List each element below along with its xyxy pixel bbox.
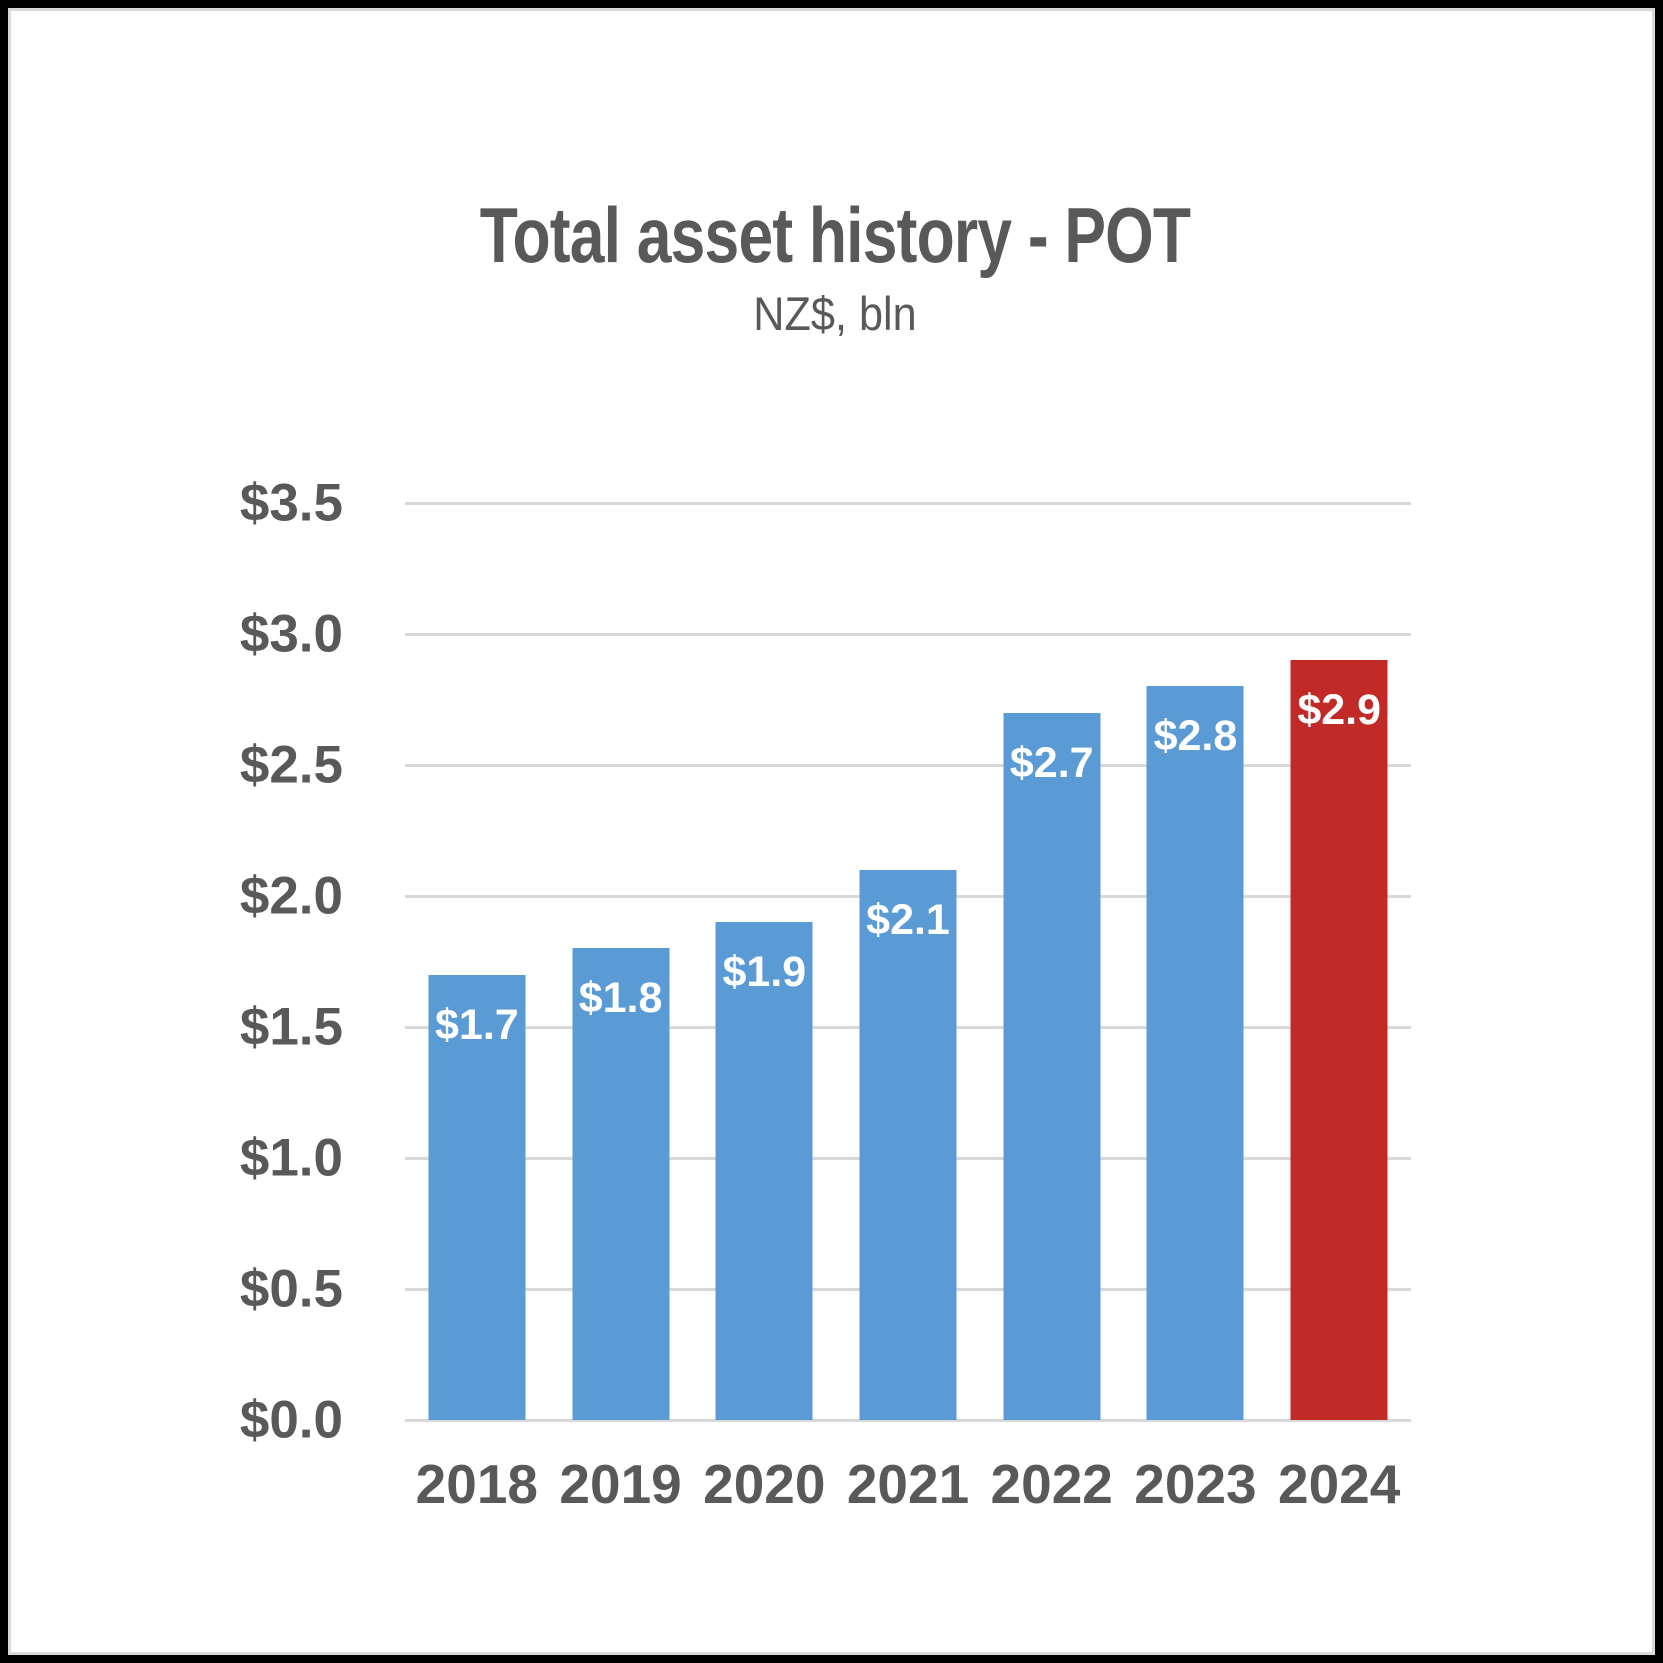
x-axis-label-2024: 2024 bbox=[1277, 1453, 1401, 1515]
bar-slot-2022: $2.7 bbox=[980, 503, 1124, 1420]
x-axis-label-2018: 2018 bbox=[415, 1453, 539, 1515]
bar-slot-2020: $1.9 bbox=[692, 503, 836, 1420]
x-axis-label-2020: 2020 bbox=[703, 1453, 826, 1515]
bar-series: $1.7 $1.8 $1.9 $2.1 $2.7 $2.8 $2.9 bbox=[405, 503, 1411, 1420]
gridline-$3.0 bbox=[405, 632, 1411, 636]
bar-slot-2023: $2.8 bbox=[1124, 503, 1268, 1420]
bar-value-label-2024: $2.9 bbox=[1297, 686, 1382, 735]
bar-value-label-2021: $2.1 bbox=[866, 895, 950, 944]
bar-value-label-2022: $2.7 bbox=[1009, 738, 1094, 787]
x-axis-label-2022: 2022 bbox=[990, 1453, 1113, 1515]
y-axis-tick-label: $1.0 bbox=[239, 1128, 343, 1188]
x-axis-label-2019: 2019 bbox=[559, 1453, 682, 1515]
y-axis-tick-label: $0.5 bbox=[239, 1259, 343, 1319]
bar-slot-2018: $1.7 bbox=[405, 503, 549, 1420]
bar-value-label-2019: $1.8 bbox=[578, 974, 663, 1023]
bar-2018: $1.7 bbox=[428, 974, 526, 1420]
bar-2024: $2.9 bbox=[1290, 660, 1388, 1420]
y-axis-tick-label: $2.0 bbox=[239, 866, 343, 926]
gridline-$2.5 bbox=[405, 763, 1411, 767]
y-axis-tick-label: $0.0 bbox=[239, 1390, 343, 1450]
y-axis-tick-label: $3.5 bbox=[239, 473, 343, 533]
bar-2020: $1.9 bbox=[715, 922, 813, 1420]
x-axis-label-2021: 2021 bbox=[846, 1453, 970, 1515]
bar-slot-2019: $1.8 bbox=[549, 503, 693, 1420]
bar-2023: $2.8 bbox=[1146, 686, 1244, 1420]
y-axis-tick-label: $2.5 bbox=[239, 735, 343, 795]
chart-subtitle: NZ$, bln bbox=[753, 287, 917, 340]
y-axis-tick-label: $1.5 bbox=[239, 997, 343, 1057]
plot-area: $1.7 $1.8 $1.9 $2.1 $2.7 $2.8 $2.9 bbox=[405, 502, 1411, 1422]
x-axis-label-2023: 2023 bbox=[1134, 1453, 1257, 1515]
bar-slot-2021: $2.1 bbox=[836, 503, 980, 1420]
chart-title: Total asset history - POT bbox=[479, 191, 1191, 279]
y-axis-tick-label: $3.0 bbox=[239, 604, 343, 664]
bar-value-label-2018: $1.7 bbox=[435, 1000, 519, 1049]
bar-2022: $2.7 bbox=[1003, 712, 1101, 1420]
y-axis: $3.5 $3.0 $2.5 $2.0 $1.5 $1.0 $0.5 $0.0 bbox=[60, 477, 343, 1447]
gridline-$3.5 bbox=[405, 502, 1411, 505]
bar-2021: $2.1 bbox=[859, 869, 957, 1420]
bar-slot-2024: $2.9 bbox=[1267, 503, 1411, 1420]
bar-value-label-2023: $2.8 bbox=[1153, 712, 1238, 761]
bar-2019: $1.8 bbox=[572, 948, 670, 1420]
x-axis: 2018 2019 2020 2021 2022 2023 2024 bbox=[405, 1452, 1411, 1516]
bar-value-label-2020: $1.9 bbox=[722, 948, 807, 997]
gridline-$0.0 bbox=[405, 1419, 1411, 1422]
